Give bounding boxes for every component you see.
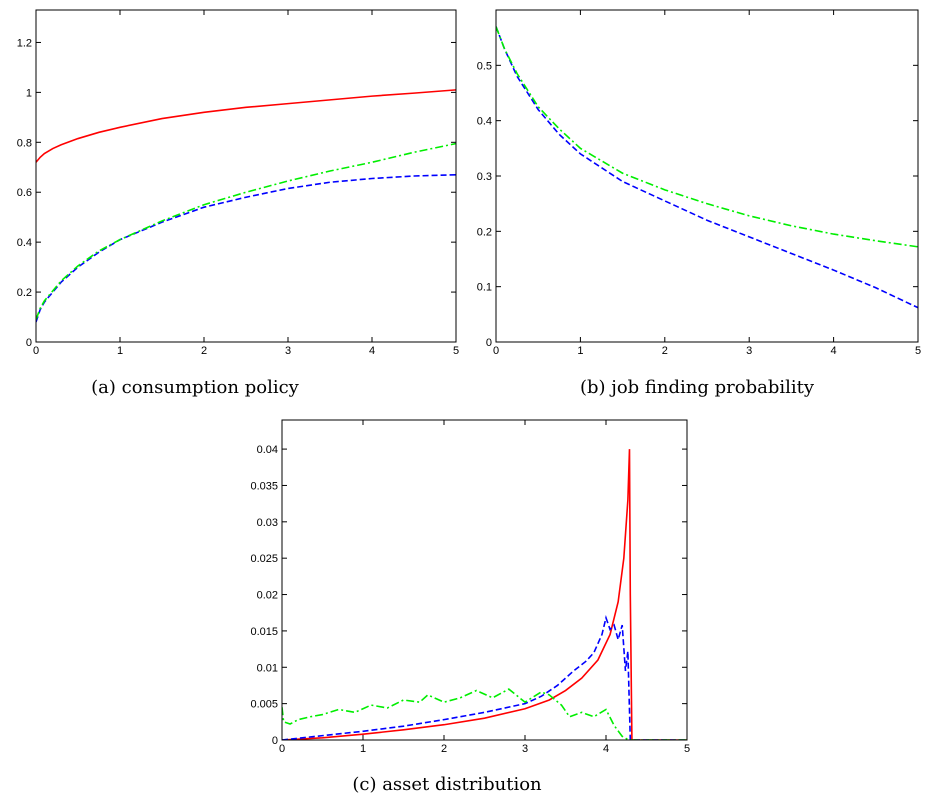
series-line-1 <box>282 614 687 740</box>
series-line-2 <box>36 142 456 320</box>
x-tick-label: 4 <box>369 345 375 357</box>
x-tick-label: 5 <box>915 345 921 357</box>
y-tick-label: 0.4 <box>477 116 492 128</box>
x-tick-label: 5 <box>684 743 690 755</box>
y-tick-label: 0 <box>26 337 32 349</box>
x-tick-label: 1 <box>360 743 366 755</box>
y-tick-label: 0.03 <box>257 517 278 529</box>
y-tick-label: 0.6 <box>17 187 32 199</box>
panel-c: 0 1 2 3 4 5 0 0.005 0.01 0.015 0.02 0.025 0.03 0.035 0… <box>250 419 690 755</box>
y-tick-label: 1 <box>26 87 32 99</box>
x-tick-label: 0 <box>493 345 499 357</box>
series-line-0 <box>282 449 687 740</box>
panel-b: 0 1 2 3 4 5 0 0.1 0.2 0.3 0.4 0.5 <box>477 9 921 357</box>
x-tick-label: 1 <box>117 345 123 357</box>
x-tick-label: 0 <box>279 743 285 755</box>
x-tick-label: 4 <box>603 743 609 755</box>
y-tick-label: 0.4 <box>17 237 32 249</box>
y-tick-label: 0.02 <box>257 590 278 602</box>
y-tick-label: 0.035 <box>250 480 278 492</box>
x-tick-label: 5 <box>453 345 459 357</box>
series-line-2 <box>282 688 687 740</box>
y-tick-label: 0.04 <box>257 444 278 456</box>
caption-b: (b) job finding probability <box>580 377 815 398</box>
series-line-1 <box>496 26 918 248</box>
axis-box <box>495 9 919 343</box>
y-tick-label: 0.025 <box>250 553 278 565</box>
panel-a: 0 1 2 3 4 5 0 0.2 0.4 0.6 0.8 1 1.2 <box>17 9 459 357</box>
x-tick-label: 0 <box>33 345 39 357</box>
series-line-0 <box>496 26 918 309</box>
series-line-1 <box>36 173 456 323</box>
y-tick-label: 0.5 <box>477 60 492 72</box>
x-tick-label: 3 <box>746 345 752 357</box>
y-tick-label: 0.005 <box>250 699 278 711</box>
caption-a: (a) consumption policy <box>91 377 300 398</box>
x-tick-label: 3 <box>522 743 528 755</box>
caption-c: (c) asset distribution <box>352 774 542 795</box>
y-tick-label: 0.8 <box>17 137 32 149</box>
x-tick-label: 3 <box>285 345 291 357</box>
x-tick-label: 4 <box>831 345 837 357</box>
y-tick-label: 1.2 <box>17 37 32 49</box>
x-tick-label: 2 <box>201 345 207 357</box>
y-tick-label: 0.1 <box>477 282 492 294</box>
y-tick-label: 0.2 <box>17 287 32 299</box>
x-tick-label: 2 <box>662 345 668 357</box>
axis-box <box>35 9 457 343</box>
y-tick-label: 0.2 <box>477 226 492 238</box>
y-tick-label: 0.01 <box>257 662 278 674</box>
y-tick-label: 0.015 <box>250 626 278 638</box>
x-tick-label: 1 <box>577 345 583 357</box>
series-line-0 <box>36 89 456 163</box>
y-tick-label: 0 <box>272 735 278 747</box>
axis-box <box>281 419 688 741</box>
y-tick-label: 0.3 <box>477 171 492 183</box>
x-tick-label: 2 <box>441 743 447 755</box>
y-tick-label: 0 <box>486 337 492 349</box>
